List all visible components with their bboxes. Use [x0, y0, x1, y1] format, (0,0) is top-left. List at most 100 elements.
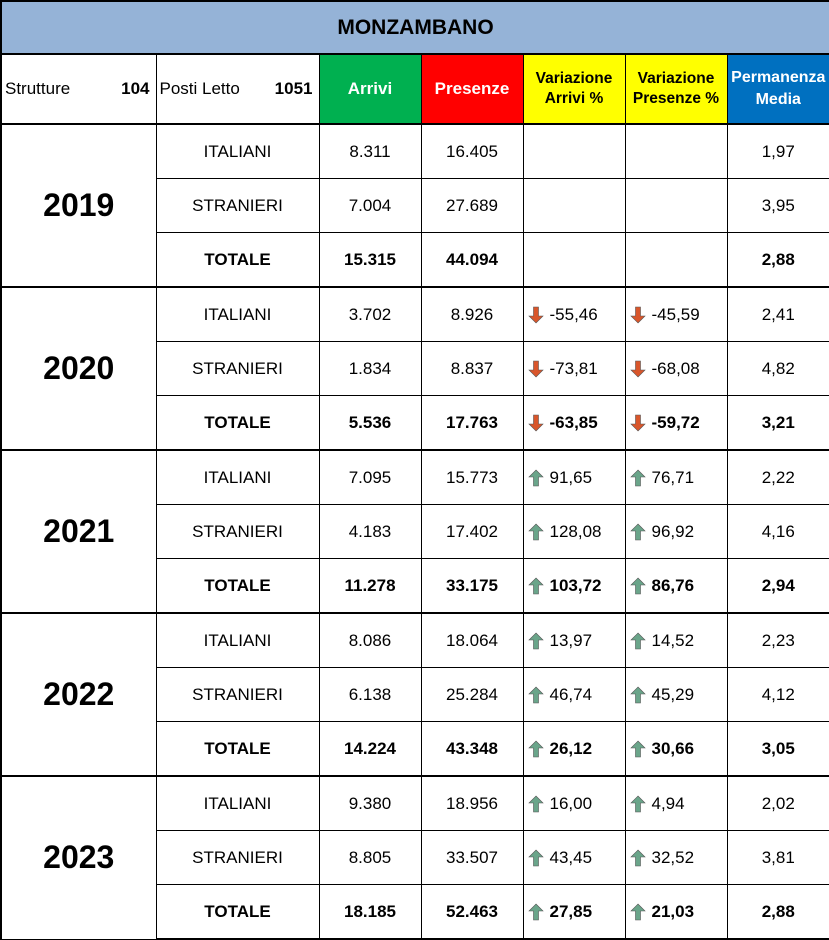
arrivi-cell: 7.095: [318, 449, 422, 505]
variazione-presenze-cell: -59,72: [624, 395, 728, 451]
arrivi-cell: 15.315: [318, 232, 422, 288]
table-row: 2022 ITALIANI 8.086 18.064 13,97 14,52 2,23: [0, 612, 829, 777]
variazione-number: -59,72: [651, 412, 700, 432]
variazione-value: -45,59: [629, 304, 727, 325]
permanenza-cell: 3,95: [726, 178, 829, 233]
table-row: STRANIERI 8.805 33.507 43,45 32,52 3,81: [1, 830, 829, 885]
presenze-cell: 27.689: [420, 178, 524, 233]
permanenza-cell: 1,97: [726, 123, 829, 179]
table-row: TOTALE 18.185 52.463 27,85 21,03 2,88: [1, 884, 829, 940]
presenze-cell: 44.094: [420, 232, 524, 288]
presenze-cell: 8.837: [420, 341, 524, 396]
variazione-arrivi-cell: 91,65: [522, 449, 626, 505]
type-cell: ITALIANI: [155, 123, 320, 179]
variazione-value: 45,29: [629, 684, 727, 705]
variazione-number: 46,74: [549, 684, 593, 704]
variazione-value: 27,85: [527, 902, 625, 922]
arrow-up-icon: [629, 686, 646, 703]
variazione-number: 86,76: [651, 575, 695, 595]
arrow-up-icon: [527, 686, 544, 703]
arrow-up-icon: [527, 740, 544, 757]
variazione-arrivi-cell: 13,97: [522, 612, 626, 668]
variazione-arrivi-cell: -55,46: [522, 286, 626, 342]
type-cell: TOTALE: [155, 558, 320, 614]
variazione-value: 46,74: [527, 684, 625, 705]
permanenza-cell: 4,16: [726, 504, 829, 559]
arrow-up-icon: [629, 523, 646, 540]
table-row: 2020 ITALIANI 3.702 8.926 -55,46 -45,59 2,41: [0, 286, 829, 451]
year-cell: 2022: [0, 612, 157, 777]
presenze-cell: 8.926: [420, 286, 524, 342]
variazione-number: 91,65: [549, 467, 593, 487]
strutture-label: Strutture: [5, 79, 71, 98]
type-cell: STRANIERI: [155, 830, 320, 885]
variazione-arrivi-cell: [522, 123, 626, 179]
arrivi-cell: 1.834: [318, 341, 422, 396]
year-cell: 2021: [0, 449, 157, 614]
type-cell: ITALIANI: [155, 775, 320, 831]
arrow-up-icon: [629, 469, 646, 486]
presenze-cell: 52.463: [420, 884, 524, 940]
permanenza-cell: 2,88: [726, 884, 829, 940]
type-cell: STRANIERI: [155, 504, 320, 559]
table-row: TOTALE 5.536 17.763 -63,85 -59,72 3,21: [1, 395, 829, 451]
variazione-value: 43,45: [527, 848, 625, 868]
presenze-cell: 43.348: [420, 721, 524, 777]
presenze-cell: 18.956: [420, 775, 524, 831]
permanenza-cell: 2,02: [726, 775, 829, 831]
variazione-number: 14,52: [651, 630, 695, 650]
type-cell: TOTALE: [155, 721, 320, 777]
type-cell: TOTALE: [155, 884, 320, 940]
variazione-number: 76,71: [651, 467, 695, 487]
type-cell: TOTALE: [155, 395, 320, 451]
variazione-number: 45,29: [651, 684, 695, 704]
variazione-value: 26,12: [527, 739, 625, 759]
arrow-up-icon: [629, 849, 646, 866]
type-cell: STRANIERI: [155, 178, 320, 233]
variazione-number: 128,08: [549, 521, 602, 541]
variazione-value: 96,92: [629, 522, 727, 542]
variazione-presenze-cell: 30,66: [624, 721, 728, 777]
variazione-presenze-cell: 96,92: [624, 504, 728, 559]
variazione-number: -63,85: [549, 412, 598, 432]
presenze-cell: 33.507: [420, 830, 524, 885]
permanenza-cell: 4,12: [726, 667, 829, 722]
variazione-value: 30,66: [629, 739, 727, 759]
variazione-arrivi-cell: 43,45: [522, 830, 626, 885]
permanenza-cell: 3,05: [726, 721, 829, 777]
arrow-up-icon: [629, 740, 646, 757]
presenze-cell: 15.773: [420, 449, 524, 505]
arrivi-cell: 8.086: [318, 612, 422, 668]
permanenza-cell: 2,88: [726, 232, 829, 288]
arrivi-cell: 4.183: [318, 504, 422, 559]
posti-letto-value: 1051: [274, 79, 313, 98]
arrivi-cell: 7.004: [318, 178, 422, 233]
variazione-number: -45,59: [651, 304, 700, 324]
table-row: 2023 ITALIANI 9.380 18.956 16,00 4,94 2,02: [0, 775, 829, 940]
arrow-up-icon: [527, 469, 544, 486]
variazione-value: -59,72: [629, 412, 727, 433]
type-cell: TOTALE: [155, 232, 320, 288]
variazione-arrivi-cell: 26,12: [522, 721, 626, 777]
arrow-up-icon: [629, 795, 646, 812]
presenze-cell: 16.405: [420, 123, 524, 179]
arrow-down-icon: [629, 414, 646, 431]
variazione-number: 4,94: [651, 793, 685, 813]
variazione-arrivi-cell: [522, 232, 626, 288]
variazione-arrivi-cell: 16,00: [522, 775, 626, 831]
variazione-value: 86,76: [629, 575, 727, 596]
type-cell: STRANIERI: [155, 341, 320, 396]
variazione-presenze-cell: [624, 123, 728, 179]
variazione-arrivi-cell: 27,85: [522, 884, 626, 940]
variazione-value: -63,85: [527, 412, 625, 433]
variazione-presenze-cell: 14,52: [624, 612, 728, 668]
table-title: MONZAMBANO: [0, 0, 829, 55]
strutture-value: 104: [121, 79, 150, 98]
arrow-down-icon: [629, 306, 646, 323]
table-row: STRANIERI 7.004 27.689 3,95: [1, 178, 829, 233]
arrow-up-icon: [527, 523, 544, 540]
variazione-value: 32,52: [629, 848, 727, 868]
variazione-number: 103,72: [549, 575, 602, 595]
type-cell: ITALIANI: [155, 612, 320, 668]
variazione-value: 21,03: [629, 902, 727, 922]
